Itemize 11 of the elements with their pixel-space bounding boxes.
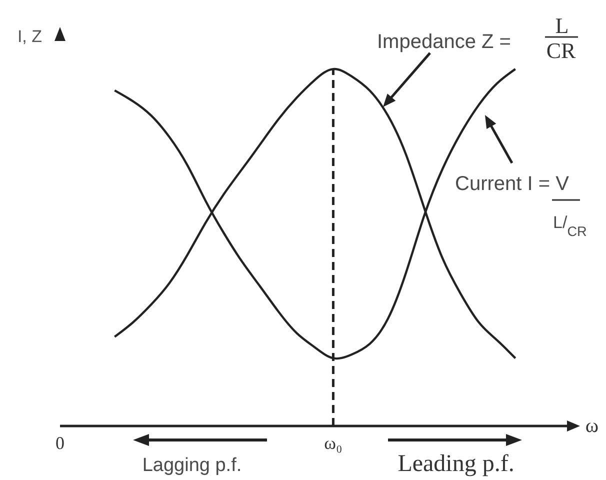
annotation: Current I = V bbox=[455, 173, 570, 195]
text: L bbox=[555, 13, 569, 38]
text: Impedance Z = bbox=[377, 31, 511, 53]
annotation: L/$_{CR}$ bbox=[553, 213, 588, 238]
text: CR bbox=[546, 38, 576, 63]
y-axis-title: I, Z bbox=[17, 27, 42, 46]
x-tick-label: ω₀ bbox=[324, 432, 342, 453]
text: Leading p.f. bbox=[398, 451, 514, 477]
text: Lagging p.f. bbox=[142, 455, 242, 476]
x-axis-title: ω bbox=[585, 415, 599, 437]
x-tick-label: 0 bbox=[56, 432, 64, 453]
